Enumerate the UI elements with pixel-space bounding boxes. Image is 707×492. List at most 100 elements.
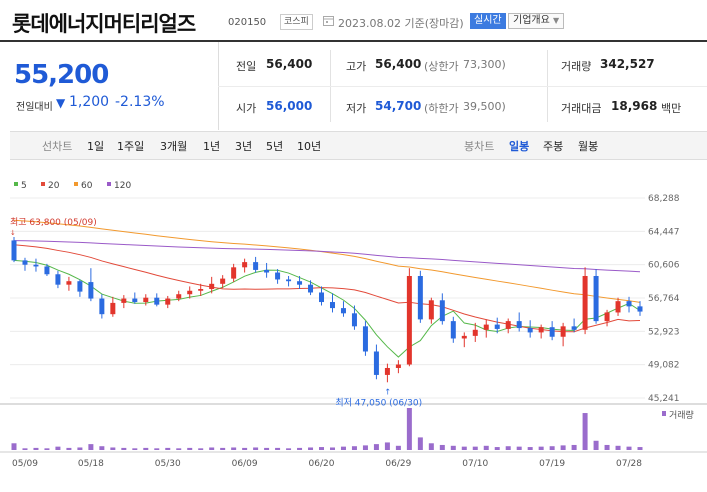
candle-body (209, 283, 215, 290)
volume-bar (231, 447, 237, 450)
candle-body (483, 324, 489, 330)
candle-body (143, 297, 149, 303)
tab-daily[interactable]: 일봉 (509, 140, 530, 153)
candle-body (33, 264, 39, 267)
volume-bar (275, 447, 281, 450)
volume-bar (22, 448, 28, 450)
candle-body (198, 289, 204, 291)
candle-body (406, 275, 412, 365)
volume-bar (44, 448, 50, 450)
volume-bar (538, 446, 544, 450)
tab-period-3m[interactable]: 3개월 (160, 140, 188, 153)
candle-body (593, 275, 599, 322)
amount-label: 거래대금 (561, 102, 602, 115)
volume-bar (66, 447, 72, 450)
candle-body (11, 240, 17, 261)
volume-bar (406, 408, 412, 450)
volume-bar (450, 445, 456, 450)
candle-body (88, 282, 94, 299)
candle-body (176, 294, 182, 299)
candle-body (77, 281, 83, 292)
tab-period-1d[interactable]: 1일 (87, 140, 105, 153)
stock-code: 020150 (228, 17, 267, 28)
tab-period-3y[interactable]: 3년 (235, 140, 253, 153)
candle-body (505, 321, 511, 329)
volume-legend-swatch (662, 411, 666, 416)
volume-label: 거래량 (561, 60, 592, 73)
volume-bar (297, 447, 303, 450)
tab-period-1y[interactable]: 1년 (203, 140, 221, 153)
volume-bar (165, 447, 171, 450)
tab-weekly[interactable]: 주봉 (543, 140, 564, 153)
company-overview-dropdown[interactable]: 기업개요 ▼ (508, 13, 565, 29)
volume-bar (220, 447, 226, 450)
tab-monthly[interactable]: 월봉 (578, 140, 599, 153)
realtime-button[interactable]: 실시간 (470, 13, 506, 29)
legend-label-ma120: 120 (114, 181, 131, 191)
tab-period-10y[interactable]: 10년 (297, 140, 322, 153)
volume-bar (384, 442, 390, 450)
legend-swatch (107, 182, 111, 186)
candle-body (275, 272, 281, 280)
volume-bar (286, 448, 292, 450)
candle-body (132, 298, 138, 303)
y-tick-label: 56,764 (648, 294, 680, 304)
change-percent: -2.13% (115, 94, 165, 110)
volume-bar (242, 447, 248, 450)
current-price: 55,200 (14, 60, 109, 90)
volume-bar (187, 447, 193, 450)
tab-period-1w[interactable]: 1주일 (117, 140, 145, 153)
volume-bar (319, 447, 325, 450)
ma20-line (13, 244, 641, 333)
amount-value: 18,968 (611, 99, 658, 113)
candle-body (384, 367, 390, 375)
volume-bar (494, 447, 500, 450)
high-label: 고가 (346, 60, 367, 73)
amount-unit: 백만 (661, 102, 682, 115)
line-chart-label[interactable]: 선차트 (42, 140, 73, 153)
x-tick-label: 06/20 (309, 459, 335, 469)
volume-bar (77, 447, 83, 450)
volume-bar (55, 446, 61, 450)
volume-bar (198, 448, 204, 450)
lower-limit-label: (하한가 (424, 102, 459, 115)
candlestick-chart[interactable]: 5 20 60 120 68,288 64,447 60,606 56,764 52,923 4… (0, 170, 707, 488)
volume-bar (308, 447, 314, 450)
legend-swatch (74, 182, 78, 186)
candle-body (242, 262, 248, 268)
candle-body (121, 298, 127, 303)
y-tick-label: 68,288 (648, 194, 680, 204)
company-overview-label: 기업개요 (513, 15, 550, 26)
volume-bar (395, 445, 401, 450)
x-tick-label: 06/29 (385, 459, 411, 469)
stock-name: 롯데에너지머티리얼즈 (12, 12, 196, 36)
header-divider (0, 40, 707, 42)
candle-body (297, 281, 303, 285)
candle-body (66, 281, 72, 285)
candles (11, 236, 643, 383)
candle-body (428, 300, 434, 320)
prev-close-value: 56,400 (266, 57, 313, 71)
volume-bar (439, 444, 445, 450)
candlestick-chart-area: 5 20 60 120 68,288 64,447 60,606 56,764 52,923 4… (0, 170, 707, 488)
candle-body (22, 260, 28, 265)
volume-bar (209, 447, 215, 450)
volume-bar (505, 446, 511, 450)
volume-bar (626, 446, 632, 450)
candle-body (351, 313, 357, 327)
high-annotation: 최고 63,800 (05/09) (10, 217, 97, 228)
candle-body (626, 301, 632, 307)
candle-body (516, 321, 522, 329)
candle-body (264, 269, 270, 273)
volume-bar (176, 448, 182, 450)
upper-limit-value: 73,300) (463, 58, 506, 71)
ma60-line (13, 219, 641, 303)
chart-grid (0, 197, 707, 453)
volume-bar (461, 446, 467, 450)
y-tick-label: 64,447 (648, 227, 680, 237)
volume-bar (527, 447, 533, 450)
tab-period-5y[interactable]: 5년 (266, 140, 284, 153)
volume-bar (483, 445, 489, 450)
low-arrow-icon: ↑ (384, 387, 391, 396)
volume-bar (560, 445, 566, 450)
